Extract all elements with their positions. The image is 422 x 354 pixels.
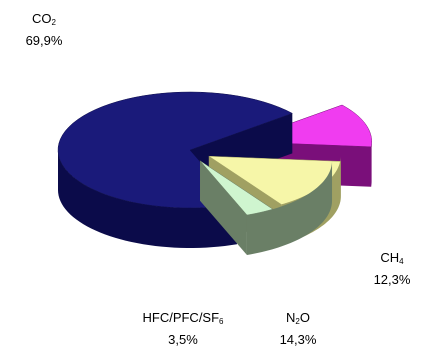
ch4-value: 12,3%: [373, 272, 411, 287]
hfc-wall-1: [200, 160, 247, 255]
co2-rim-0: [58, 150, 237, 248]
ch4-rim-0: [371, 141, 372, 187]
co2-name: CO2: [32, 11, 56, 27]
hfc-value: 3,5%: [168, 332, 198, 347]
ch4-label: CH4 12,3%: [362, 249, 422, 289]
hfc-name: HFC/PFC/SF6: [142, 310, 224, 326]
n2o-label: N2O 14,3%: [268, 309, 328, 349]
co2-value: 69,9%: [25, 33, 63, 48]
n2o-value: 14,3%: [279, 332, 317, 347]
hfc-rim-0: [246, 160, 333, 255]
hfc-top: [199, 160, 274, 216]
co2-top: [57, 91, 293, 209]
hfc-label: HFC/PFC/SF6 3,5%: [128, 309, 238, 349]
ch4-name: CH4: [380, 250, 404, 266]
n2o-name: N2O: [286, 310, 310, 326]
co2-label: CO2 69,9%: [6, 10, 82, 50]
hfc-slice: [199, 160, 333, 255]
